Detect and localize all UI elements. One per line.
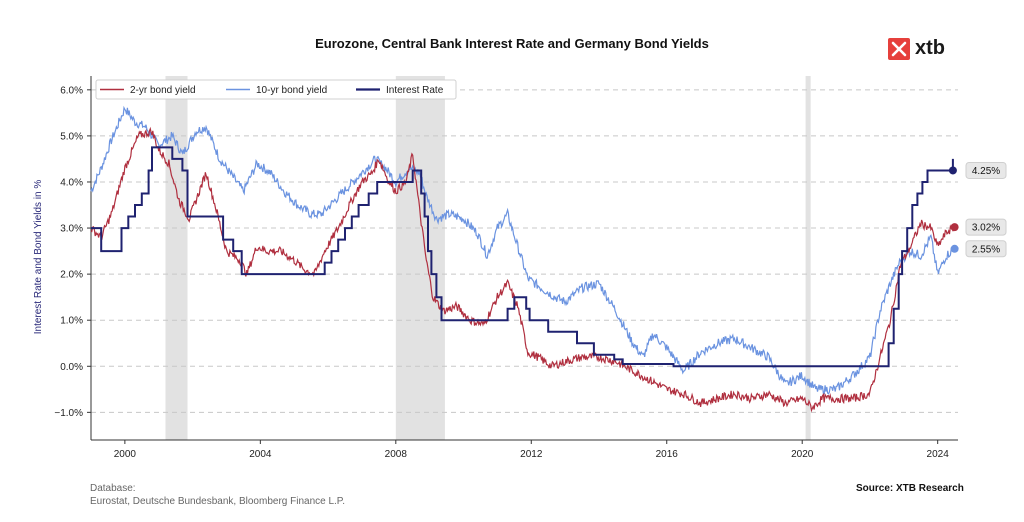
legend: 2-yr bond yield 10-yr bond yield Interest … (95, 79, 457, 100)
legend-label: Interest Rate (386, 85, 444, 96)
end-labels: 3.02% 2.55% 4.25% (948, 161, 1007, 258)
grid-lines (91, 89, 958, 413)
logo-text: xtb (915, 37, 945, 59)
recession-band (805, 76, 811, 440)
recession-band (165, 76, 188, 440)
end-label-box (965, 161, 1007, 179)
legend-box (95, 79, 457, 100)
y-tick-label: 4.0% (60, 177, 83, 188)
x-tick-label: 2008 (385, 449, 408, 460)
source-database-title: Database: (90, 483, 136, 494)
source-database-list: Eurostat, Deutsche Bundesbank, Bloomberg… (90, 496, 345, 507)
axes: −1.0% 0.0% 1.0% 2.0% 3.0% 4.0% 5.0% 6.0% 2000 200… (54, 76, 958, 460)
x-tick-label: 2024 (927, 449, 950, 460)
end-label-box (965, 240, 1007, 258)
xtb-logo: xtb (888, 37, 980, 60)
end-label-text: 2.55% (972, 244, 1000, 255)
legend-label: 2-yr bond yield (130, 85, 196, 96)
xtb-logo-mark-icon (888, 38, 910, 60)
y-axis-label: Interest Rate and Bond Yields in % (33, 180, 44, 335)
series-interest-rate-line (91, 146, 954, 368)
y-tick-label: 3.0% (60, 224, 83, 235)
y-tick-label: 5.0% (60, 131, 83, 142)
source-credit: Source: XTB Research (856, 483, 964, 494)
x-tick-label: 2016 (656, 449, 679, 460)
series-end-marker (948, 166, 957, 175)
recession-band (395, 76, 445, 440)
x-tick-label: 2020 (791, 449, 814, 460)
source-database: Database: Eurostat, Deutsche Bundesbank,… (90, 482, 345, 508)
series-2yr-bond-line (90, 126, 955, 413)
series-end-marker (950, 223, 959, 232)
legend-label: 10-yr bond yield (256, 85, 327, 96)
y-tick-label: 1.0% (60, 316, 83, 327)
end-label-text: 3.02% (972, 223, 1000, 234)
end-label-box (965, 218, 1007, 236)
y-tick-label: −1.0% (54, 408, 83, 419)
y-tick-label: 2.0% (60, 270, 83, 281)
end-label-text: 4.25% (972, 166, 1000, 177)
recession-bands (165, 76, 811, 440)
chart-title: Eurozone, Central Bank Interest Rate and… (315, 36, 709, 51)
y-tick-label: 0.0% (60, 362, 83, 373)
series-end-marker (950, 244, 959, 253)
y-tick-label: 6.0% (60, 85, 83, 96)
x-tick-label: 2012 (520, 449, 543, 460)
series-layer (90, 105, 955, 413)
x-tick-label: 2000 (114, 449, 137, 460)
x-tick-label: 2004 (249, 449, 272, 460)
series-10yr-bond-line (90, 105, 955, 395)
